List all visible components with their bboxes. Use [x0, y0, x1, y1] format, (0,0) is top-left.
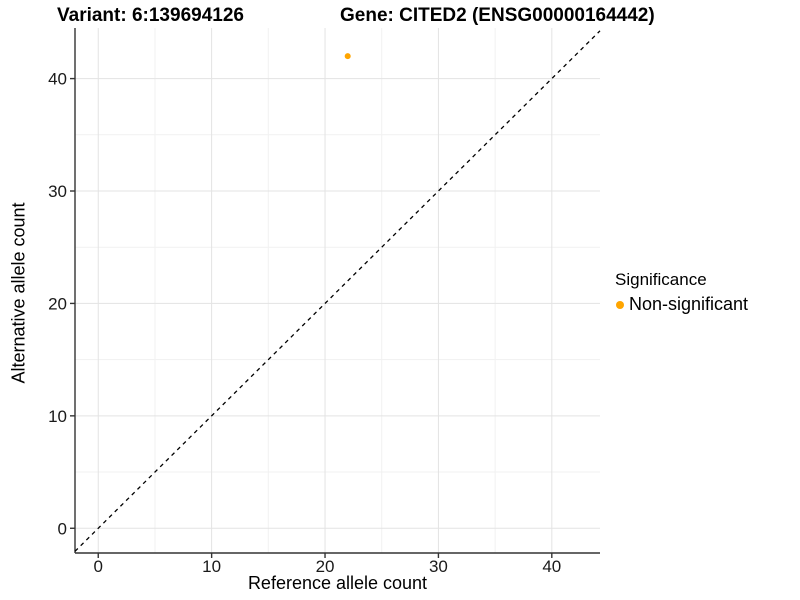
x-tick-label: 40 — [542, 557, 561, 576]
y-tick-label: 30 — [48, 182, 67, 201]
y-tick-label: 10 — [48, 407, 67, 426]
x-tick-label: 10 — [202, 557, 221, 576]
x-tick-label: 30 — [429, 557, 448, 576]
y-axis-title: Alternative allele count — [8, 202, 29, 384]
legend-entry-label: Non-significant — [629, 294, 749, 314]
x-axis-title: Reference allele count — [247, 573, 428, 593]
plot-title-variant: Variant: 6:139694126 — [57, 5, 244, 26]
identity-line — [74, 30, 601, 552]
y-tick-label: 20 — [48, 294, 67, 313]
legend-point-icon — [616, 300, 624, 309]
data-point — [344, 53, 351, 60]
legend: Significance Non-significant — [614, 270, 748, 315]
plot-title-gene: Gene: CITED2 (ENSG00000164442) — [340, 5, 655, 26]
legend-entry: Non-significant — [614, 294, 748, 315]
legend-title: Significance — [615, 270, 707, 289]
y-tick-label: 0 — [58, 519, 67, 538]
x-tick-label: 20 — [316, 557, 335, 576]
y-tick-label: 40 — [48, 70, 67, 89]
x-tick-label: 0 — [94, 557, 103, 576]
